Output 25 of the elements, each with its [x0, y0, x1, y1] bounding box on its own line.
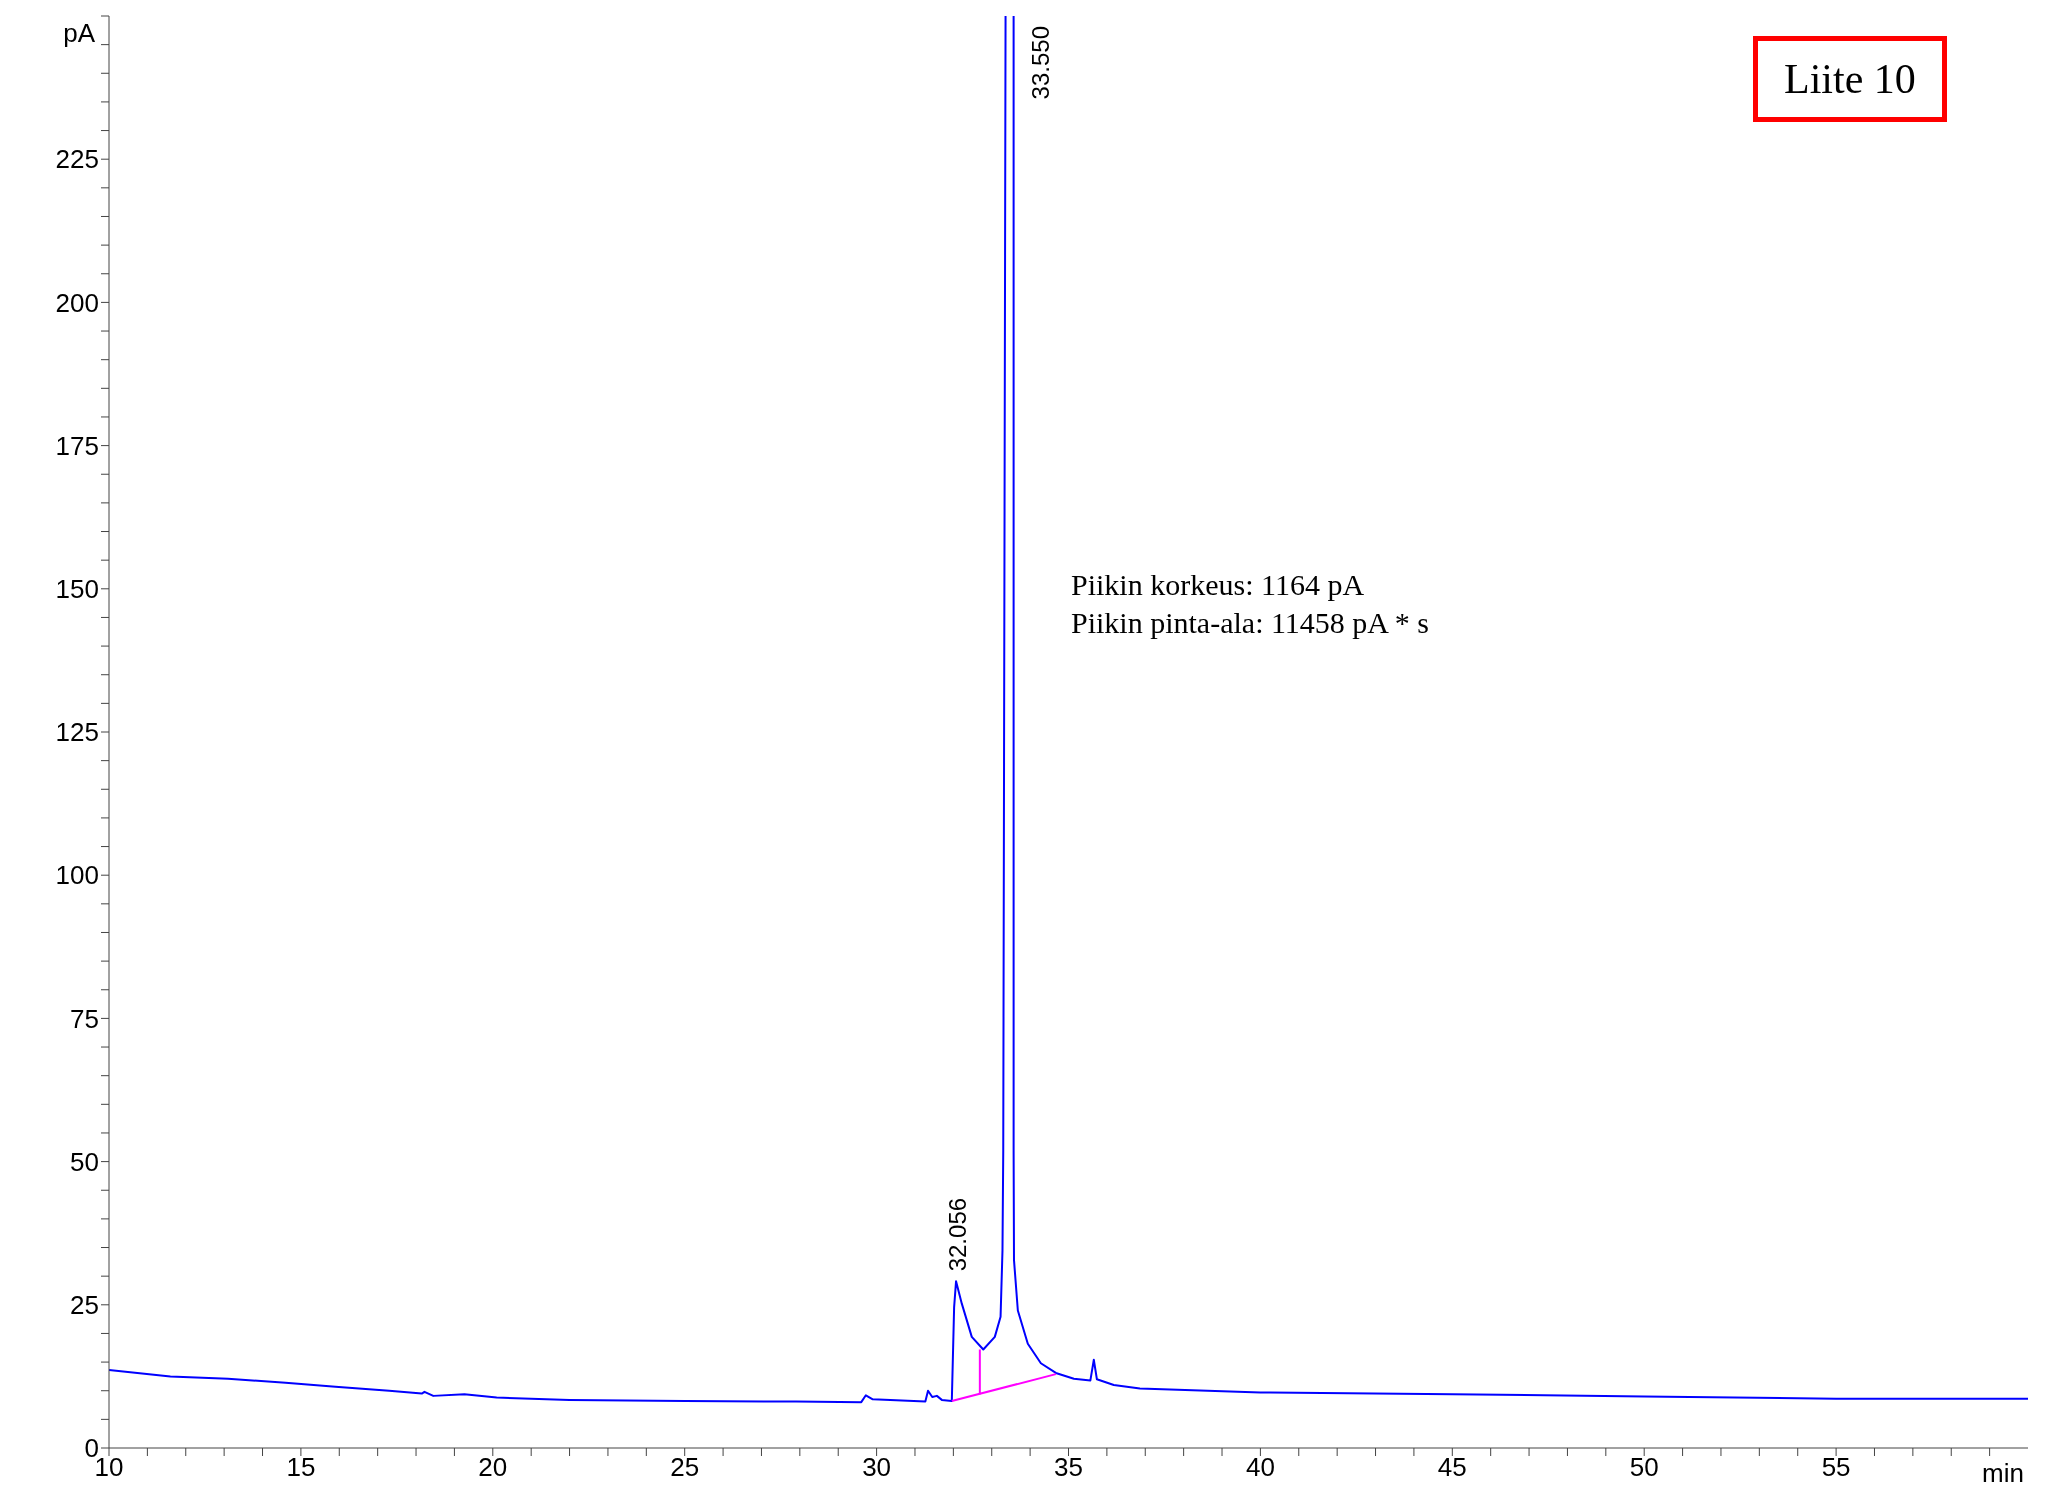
annotation: Liite 10	[1753, 36, 1947, 122]
x-tick-label: 20	[478, 1452, 508, 1483]
x-tick-label: 25	[670, 1452, 700, 1483]
x-tick-label: 30	[862, 1452, 892, 1483]
y-tick-label: 200	[55, 287, 99, 318]
x-tick-label: 50	[1629, 1452, 1659, 1483]
y-tick-label: 125	[55, 717, 99, 748]
y-tick-label: 175	[55, 430, 99, 461]
annotation: Piikin pinta-ala: 11458 pA * s	[1071, 606, 1430, 640]
x-tick-label: 55	[1821, 1452, 1851, 1483]
y-tick-label: 75	[70, 1003, 99, 1034]
x-tick-label: 40	[1245, 1452, 1275, 1483]
y-tick-label: 225	[55, 144, 99, 175]
annotation: Piikin korkeus: 1164 pA	[1071, 568, 1365, 602]
y-tick-label: 25	[70, 1290, 99, 1321]
x-axis-title: min	[1982, 1458, 2024, 1488]
annotation: 33.550	[1026, 26, 1054, 100]
x-tick-label: 35	[1054, 1452, 1083, 1483]
y-tick-label: 100	[55, 860, 99, 891]
y-tick-label: 150	[55, 574, 99, 605]
y-axis-title: pA	[63, 18, 96, 48]
y-tick-label: 50	[70, 1146, 99, 1177]
annotation: 32.056	[943, 1197, 971, 1272]
x-tick-label: 45	[1437, 1452, 1467, 1483]
x-tick-label: 15	[286, 1452, 316, 1483]
